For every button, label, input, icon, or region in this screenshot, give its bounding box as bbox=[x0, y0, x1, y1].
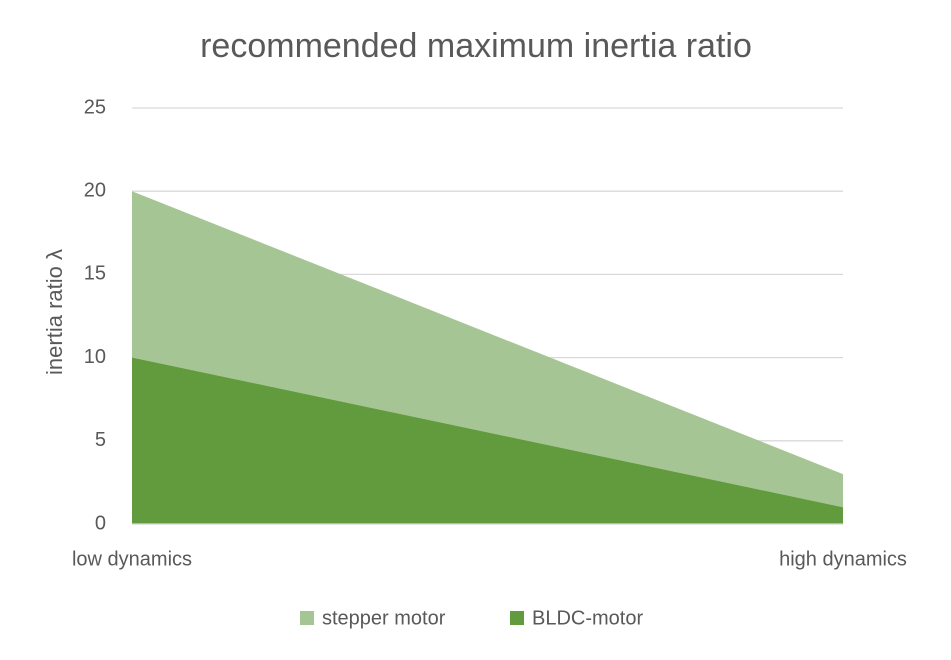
x-tick-label: low dynamics bbox=[72, 548, 192, 570]
y-tick-label: 5 bbox=[95, 429, 106, 451]
y-tick-label: 25 bbox=[84, 96, 106, 118]
y-tick-label: 15 bbox=[84, 263, 106, 285]
area bbox=[132, 357, 843, 524]
chart-title: recommended maximum inertia ratio bbox=[200, 27, 752, 65]
y-tick-label: 0 bbox=[95, 512, 106, 534]
legend-swatch bbox=[300, 611, 314, 625]
legend-label: stepper motor bbox=[322, 607, 446, 629]
x-tick-label: high dynamics bbox=[779, 548, 907, 570]
legend-label: BLDC-motor bbox=[532, 607, 643, 629]
legend-swatch bbox=[510, 611, 524, 625]
y-tick-label: 20 bbox=[84, 179, 106, 201]
y-tick-label: 10 bbox=[84, 346, 106, 368]
y-axis-label: inertia ratio λ bbox=[42, 249, 67, 375]
